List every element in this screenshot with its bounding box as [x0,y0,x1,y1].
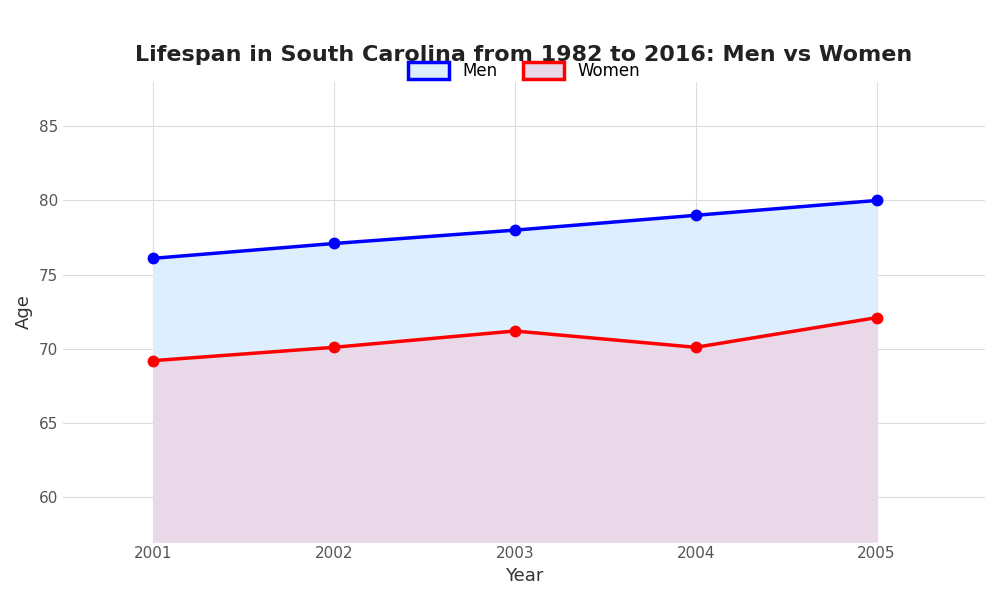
Y-axis label: Age: Age [15,294,33,329]
X-axis label: Year: Year [505,567,543,585]
Legend: Men, Women: Men, Women [399,53,649,88]
Title: Lifespan in South Carolina from 1982 to 2016: Men vs Women: Lifespan in South Carolina from 1982 to … [135,45,913,65]
